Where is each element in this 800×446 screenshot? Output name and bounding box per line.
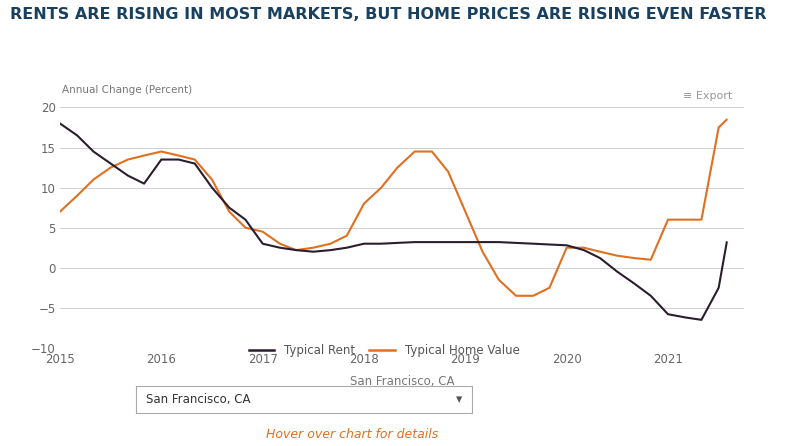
Text: Annual Change (Percent): Annual Change (Percent) xyxy=(62,86,192,95)
Text: ▾: ▾ xyxy=(456,392,462,406)
Legend: Typical Rent, Typical Home Value: Typical Rent, Typical Home Value xyxy=(244,339,524,362)
Text: ≡ Export: ≡ Export xyxy=(682,91,732,101)
Text: RENTS ARE RISING IN MOST MARKETS, BUT HOME PRICES ARE RISING EVEN FASTER: RENTS ARE RISING IN MOST MARKETS, BUT HO… xyxy=(10,7,766,22)
X-axis label: San Francisco, CA: San Francisco, CA xyxy=(350,375,454,388)
Text: San Francisco, CA: San Francisco, CA xyxy=(146,392,250,406)
Text: Hover over chart for details: Hover over chart for details xyxy=(266,428,438,441)
